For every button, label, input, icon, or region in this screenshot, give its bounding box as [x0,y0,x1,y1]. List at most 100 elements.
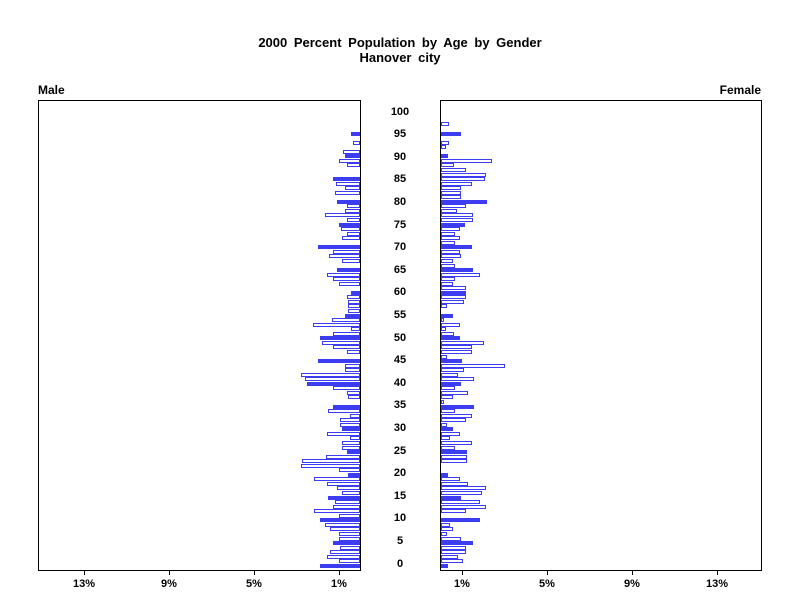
pyramid-bar-male-age-40 [307,381,360,386]
pyramid-bar-male-age-50 [320,336,360,341]
pyramid-bar-female-age-54 [440,318,444,323]
pyramid-bar-female-age-76 [440,218,473,222]
chart-title: 2000 Percent Population by Age by Gender… [0,35,800,65]
pyramid-bar-male-age-33 [350,413,360,418]
pyramid-bar-female-age-12 [440,509,466,514]
pyramid-bar-male-age-12 [314,509,360,514]
x-tick-mark [462,570,463,575]
pyramid-bar-male-age-54 [332,318,360,323]
pyramid-bar-female-age-17 [440,486,486,491]
pyramid-bar-male-age-38 [347,390,360,395]
pyramid-bar-female-age-81 [440,195,461,200]
pyramid-bar-female-age-5 [440,541,473,546]
age-tick-label-95: 95 [393,128,407,141]
pyramid-bar-male-age-89 [339,158,360,163]
pyramid-bar-female-age-80 [440,199,487,204]
pyramid-bar-female-age-36 [440,400,444,404]
pyramid-bar-female-age-37 [440,395,453,400]
pyramid-bar-female-age-19 [440,477,460,482]
pyramid-bar-male-age-88 [347,163,360,168]
pyramid-bar-female-age-66 [440,263,455,268]
pyramid-bar-female-age-64 [440,272,480,277]
pyramid-bar-female-age-78 [440,208,457,213]
pyramid-bar-male-age-15 [328,495,360,500]
pyramid-bar-female-age-75 [440,222,465,227]
pyramid-bar-male-age-63 [333,277,360,282]
x-tick-label-1%: 1% [331,578,347,590]
pyramid-bar-female-age-38 [440,390,468,395]
pyramid-bar-male-age-85 [333,177,360,182]
age-tick-label-80: 80 [393,195,407,208]
pyramid-bar-female-age-77 [440,213,473,218]
x-tick-label-9%: 9% [161,578,177,590]
pyramid-bar-female-age-10 [440,518,480,523]
pyramid-bar-female-age-89 [440,158,492,163]
pyramid-bar-female-age-63 [440,277,455,282]
pyramid-bar-male-age-93 [353,140,360,145]
pyramid-bar-male-age-80 [337,199,360,204]
pyramid-bar-male-age-95 [351,131,360,136]
pyramid-bar-male-age-11 [339,513,360,518]
x-tick-label-9%: 9% [624,578,640,590]
age-tick-label-85: 85 [393,173,407,186]
age-tick-label-20: 20 [393,467,407,480]
pyramid-bar-male-age-5 [333,541,360,546]
pyramid-bar-male-age-56 [348,309,360,313]
pyramid-bar-female-age-8 [440,527,453,532]
pyramid-bar-male-age-52 [351,327,360,332]
x-tick-mark [84,570,85,575]
pyramid-bar-female-age-44 [440,363,505,368]
x-tick-mark [254,570,255,575]
pyramid-bar-female-age-43 [440,368,464,373]
pyramid-bar-male-age-73 [347,231,360,236]
pyramid-bar-female-age-50 [440,336,460,341]
pyramid-bar-female-age-4 [440,545,466,550]
pyramid-bar-male-age-18 [327,481,360,486]
pyramid-bar-female-age-65 [440,268,473,273]
pyramid-bar-male-age-91 [343,149,360,154]
pyramid-bar-male-age-39 [333,386,360,391]
pyramid-bar-female-age-67 [440,258,453,263]
x-tick-label-1%: 1% [454,578,470,590]
pyramid-bar-female-age-90 [440,154,448,159]
chart-title-line2: Hanover city [359,50,441,65]
pyramid-bar-male-age-27 [342,440,360,445]
age-tick-label-100: 100 [390,105,410,118]
pyramid-bar-male-age-26 [342,445,360,450]
pyramid-bar-male-age-4 [340,545,360,550]
male-panel-label: Male [38,83,65,97]
pyramid-bar-female-age-47 [440,349,472,354]
pyramid-bar-female-age-6 [440,536,461,541]
pyramid-bar-male-age-64 [327,272,360,277]
pyramid-bar-male-age-32 [340,418,360,423]
age-tick-label-40: 40 [393,376,407,389]
x-tick-label-13%: 13% [72,578,96,590]
pyramid-bar-female-age-62 [440,281,453,286]
pyramid-bar-male-age-19 [314,477,360,482]
pyramid-bar-female-age-69 [440,249,460,254]
pyramid-bar-female-age-73 [440,231,455,236]
age-tick-label-0: 0 [396,557,404,570]
pyramid-bar-male-age-13 [333,504,360,509]
pyramid-bar-female-age-30 [440,427,453,432]
pyramid-bar-male-age-53 [313,322,360,327]
pyramid-bar-male-age-23 [302,459,360,464]
pyramid-bar-female-age-55 [440,313,453,318]
pyramid-bar-male-age-34 [328,409,360,414]
pyramid-bar-male-age-49 [322,340,360,345]
pyramid-bar-male-age-65 [337,268,360,273]
pyramid-bar-male-age-75 [339,222,360,227]
pyramid-bar-female-age-35 [440,404,474,409]
pyramid-bar-female-age-74 [440,227,460,232]
pyramid-bar-female-age-57 [440,304,447,309]
pyramid-bar-female-age-52 [440,327,446,332]
age-tick-label-15: 15 [393,489,407,502]
pyramid-bar-female-age-31 [440,422,447,427]
pyramid-bar-male-age-76 [347,218,360,222]
age-tick-label-65: 65 [393,263,407,276]
age-tick-label-75: 75 [393,218,407,231]
pyramid-bar-male-age-16 [342,491,360,495]
pyramid-bar-female-age-48 [440,345,472,350]
pyramid-bar-female-age-79 [440,204,466,209]
age-tick-label-90: 90 [393,150,407,163]
